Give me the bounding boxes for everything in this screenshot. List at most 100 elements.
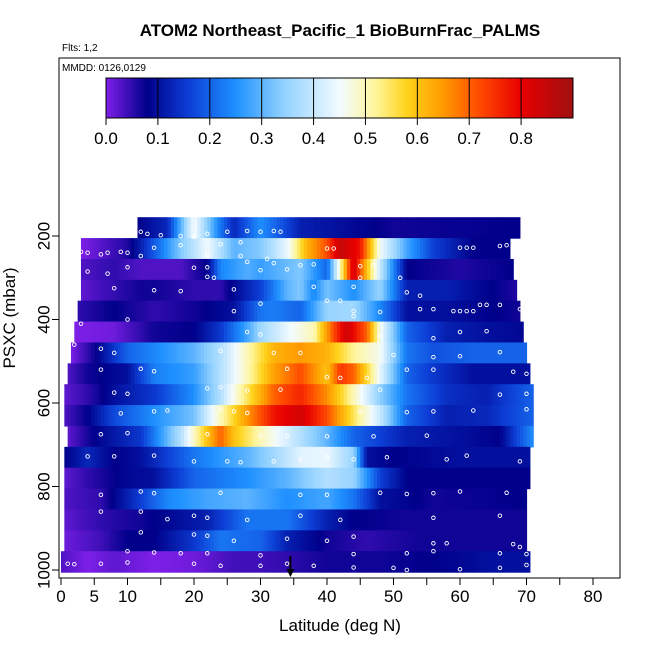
sample-point (431, 541, 436, 546)
heatmap-cell (137, 217, 142, 239)
heatmap-cell (307, 384, 311, 406)
heatmap-cell (503, 384, 508, 406)
heatmap-cell (124, 279, 129, 302)
heatmap-cell (174, 551, 178, 573)
heatmap-cell (107, 425, 112, 448)
heatmap-cell (366, 217, 371, 239)
colorbar-swatch (165, 78, 169, 118)
heatmap-cell (237, 258, 242, 281)
heatmap-cell (74, 446, 79, 469)
heatmap-cell (270, 446, 275, 469)
heatmap-cell (313, 238, 318, 260)
colorbar-swatch (204, 78, 208, 118)
heatmap-cell (180, 467, 185, 490)
heatmap-cell (114, 530, 119, 552)
heatmap-cell (94, 446, 99, 469)
heatmap-cell (343, 488, 348, 511)
heatmap-cell (283, 300, 288, 323)
heatmap-cell (180, 342, 185, 364)
heatmap-cell (164, 300, 168, 323)
heatmap-cell (516, 321, 521, 344)
heatmap-cell (509, 467, 514, 490)
heatmap-cell (383, 363, 388, 385)
heatmap-cell (323, 342, 328, 364)
heatmap-cell (406, 467, 411, 490)
heatmap-cell (150, 530, 155, 552)
heatmap-cell (74, 551, 79, 573)
heatmap-cell (479, 300, 484, 323)
heatmap-cell (499, 363, 504, 385)
heatmap-cell (97, 321, 102, 344)
heatmap-cell (393, 238, 398, 260)
heatmap-cell (333, 509, 338, 531)
heatmap-cell (440, 217, 444, 239)
heatmap-cell (300, 321, 305, 344)
heatmap-cell (170, 446, 175, 469)
sample-point (165, 408, 170, 413)
heatmap-cell (210, 488, 215, 511)
sample-point (431, 336, 436, 341)
heatmap-cell (107, 405, 112, 427)
heatmap-cell (167, 509, 172, 531)
heatmap-cell (267, 488, 272, 511)
heatmap-cell (373, 488, 378, 511)
heatmap-cell (197, 405, 202, 427)
sample-point (377, 333, 383, 339)
heatmap-cell (323, 217, 328, 239)
heatmap-cell (307, 300, 311, 323)
heatmap-cell (197, 258, 202, 281)
heatmap-cell (157, 238, 162, 260)
colorbar-swatch (217, 78, 221, 118)
heatmap-cell (360, 425, 365, 448)
sample-point (451, 308, 456, 314)
heatmap-cell (430, 425, 434, 448)
heatmap-cell (174, 530, 178, 552)
heatmap-cell (200, 384, 205, 406)
heatmap-cell (293, 363, 298, 385)
heatmap-cell (77, 509, 82, 531)
heatmap-cell (90, 279, 95, 302)
heatmap-cell (263, 238, 268, 260)
heatmap-cell (519, 446, 524, 469)
heatmap-cell (147, 363, 152, 385)
sample-point (524, 562, 529, 568)
sample-point (111, 350, 117, 356)
heatmap-cell (137, 363, 142, 385)
heatmap-cell (213, 279, 218, 302)
heatmap-cell (260, 363, 265, 385)
heatmap-cell (167, 551, 172, 573)
heatmap-cell (287, 321, 292, 344)
heatmap-cell (187, 321, 192, 344)
heatmap-cell (346, 342, 351, 364)
heatmap-cell (287, 279, 292, 302)
colorbar-swatch (233, 78, 237, 118)
heatmap-cell (160, 238, 165, 260)
colorbar-swatch (186, 78, 190, 118)
heatmap-cell (446, 300, 451, 323)
heatmap-cell (87, 551, 92, 573)
heatmap-cell (197, 342, 202, 364)
heatmap-cell (519, 321, 524, 344)
heatmap-cell (144, 530, 149, 552)
heatmap-cell (473, 467, 478, 490)
heatmap-cell (453, 446, 458, 469)
heatmap-cell (194, 258, 198, 281)
heatmap-cell (430, 551, 434, 573)
heatmap-cell (410, 384, 415, 406)
heatmap-cell (346, 279, 351, 302)
heatmap-cell (184, 405, 188, 427)
heatmap-cell (150, 488, 155, 511)
heatmap-cell (450, 405, 454, 427)
heatmap-cell (330, 258, 335, 281)
heatmap-cell (413, 258, 418, 281)
heatmap-cell (450, 530, 454, 552)
heatmap-cell (227, 467, 232, 490)
heatmap-cell (213, 300, 218, 323)
heatmap-cell (220, 238, 225, 260)
heatmap-cell (127, 425, 132, 448)
heatmap-cell (154, 363, 159, 385)
heatmap-cell (363, 363, 368, 385)
heatmap-cell (386, 488, 391, 511)
heatmap-cell (114, 363, 119, 385)
heatmap-cell (469, 342, 474, 364)
